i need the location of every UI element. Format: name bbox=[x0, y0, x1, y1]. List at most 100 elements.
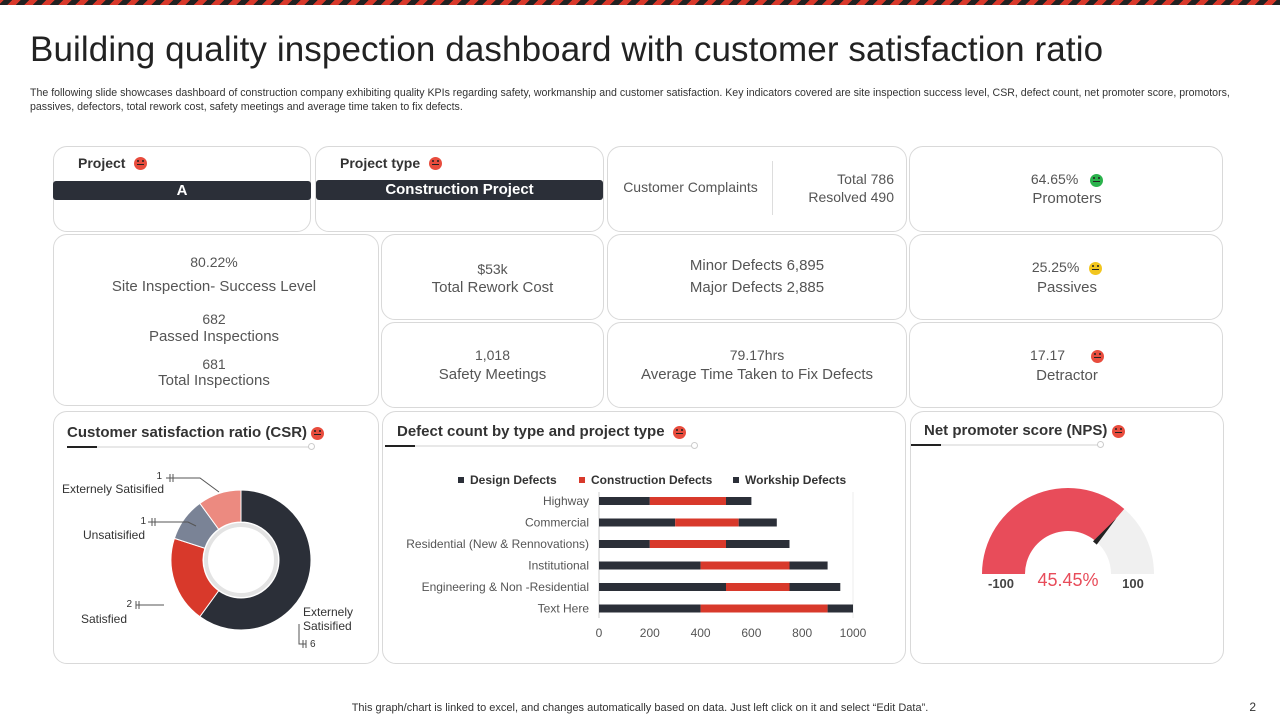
project-header: Project bbox=[78, 155, 147, 173]
bar-segment bbox=[726, 497, 752, 505]
passives-value-row: 25.25% bbox=[910, 259, 1224, 275]
top-stripe bbox=[0, 0, 1280, 5]
detractor-value-row: 17.17 bbox=[910, 347, 1224, 363]
safety-meetings-label: Safety Meetings bbox=[438, 366, 547, 383]
sad-face-icon bbox=[133, 157, 147, 171]
csr-value-ext-bottom: 6 bbox=[310, 639, 316, 650]
rework-cost-card: $53k Total Rework Cost bbox=[381, 234, 604, 320]
bar-segment bbox=[700, 604, 828, 613]
total-inspections-label: Total Inspections bbox=[158, 372, 270, 389]
bar-segment bbox=[726, 583, 790, 591]
fix-time-label: Average Time Taken to Fix Defects bbox=[640, 366, 874, 383]
complaints-resolved: Resolved 490 bbox=[808, 189, 894, 205]
bar-segment bbox=[599, 604, 701, 613]
csr-donut-chart: 1 1 2 6 Externely Satisified Unsatisifie… bbox=[62, 471, 353, 650]
category-label: Residential (New & Rennovations) bbox=[406, 537, 589, 551]
bar-segment bbox=[827, 604, 853, 613]
passives-value: 25.25% bbox=[1031, 259, 1080, 275]
nps-title-underline bbox=[911, 441, 1104, 448]
bar-segment bbox=[599, 497, 650, 505]
csr-label-ext-top: Externely Satisified bbox=[62, 482, 164, 496]
csr-card: Customer satisfaction ratio (CSR) 1 1 2 … bbox=[53, 411, 379, 664]
nps-title: Net promoter score (NPS) bbox=[924, 422, 1108, 439]
footer-note: This graph/chart is linked to excel, and… bbox=[351, 702, 929, 714]
complaints-label: Customer Complaints bbox=[623, 179, 758, 195]
legend-swatch-0 bbox=[458, 477, 464, 483]
fix-time-value: 79.17hrs bbox=[729, 347, 785, 363]
category-label: Text Here bbox=[538, 602, 590, 616]
nps-card: Net promoter score (NPS) -100 100 45.45% bbox=[910, 411, 1224, 664]
nps-gauge: -100 100 45.45% bbox=[982, 488, 1154, 591]
bar-segment bbox=[599, 583, 726, 591]
donut-slice bbox=[199, 489, 242, 530]
bar-segment bbox=[649, 497, 726, 505]
leader-line-unsat bbox=[148, 521, 197, 527]
passed-inspections-value: 682 bbox=[202, 311, 226, 327]
x-tick-label: 0 bbox=[596, 626, 603, 640]
complaints-card: Customer Complaints Total 786 Resolved 4… bbox=[607, 146, 907, 232]
defect-chart-card: Defect count by type and project type De… bbox=[382, 411, 906, 664]
nps-max-label: 100 bbox=[1122, 576, 1144, 591]
csr-title-row: Customer satisfaction ratio (CSR) bbox=[67, 424, 325, 441]
sad-face-icon bbox=[1090, 349, 1104, 363]
legend-swatch-1 bbox=[579, 477, 585, 483]
total-inspections-value: 681 bbox=[202, 356, 226, 372]
legend-label-0: Design Defects bbox=[470, 473, 557, 487]
csr-value-unsat: 1 bbox=[140, 516, 146, 527]
defect-chart-title-row: Defect count by type and project type bbox=[397, 423, 686, 440]
page-subtitle: The following slide showcases dashboard … bbox=[30, 87, 1230, 113]
detractor-label: Detractor bbox=[1036, 367, 1098, 384]
sad-face-icon bbox=[1111, 424, 1125, 438]
safety-meetings-value: 1,018 bbox=[474, 347, 511, 363]
passives-card: 25.25% Passives bbox=[909, 234, 1223, 320]
bar-segment bbox=[649, 540, 726, 548]
passed-inspections-label: Passed Inspections bbox=[148, 328, 280, 345]
nps-min-label: -100 bbox=[988, 576, 1014, 591]
promoters-label: Promoters bbox=[1032, 190, 1102, 207]
page-number: 2 bbox=[1249, 700, 1256, 714]
minor-defects: Minor Defects 6,895 bbox=[689, 257, 825, 274]
gauge-needle bbox=[1092, 518, 1117, 545]
bar-segment bbox=[675, 518, 739, 527]
x-tick-label: 200 bbox=[640, 626, 660, 640]
csr-value-sat: 2 bbox=[126, 599, 132, 610]
nps-title-row: Net promoter score (NPS) bbox=[924, 422, 1125, 439]
neutral-face-icon bbox=[1089, 261, 1103, 275]
category-label: Engineering & Non -Residential bbox=[422, 580, 589, 594]
rework-cost-label: Total Rework Cost bbox=[431, 279, 554, 296]
category-label: Commercial bbox=[525, 516, 589, 530]
major-defects: Major Defects 2,885 bbox=[689, 279, 825, 296]
category-label: Institutional bbox=[528, 559, 589, 573]
csr-title-underline bbox=[67, 443, 315, 450]
csr-leader-lines bbox=[135, 474, 307, 648]
project-type-value: Construction Project bbox=[316, 180, 603, 200]
bar-segment bbox=[599, 561, 701, 570]
defect-chart-title: Defect count by type and project type bbox=[397, 423, 665, 440]
project-label: Project bbox=[78, 155, 126, 171]
leader-line-ext-bottom bbox=[298, 624, 306, 645]
project-type-label: Project type bbox=[340, 155, 421, 171]
legend-swatch-2 bbox=[733, 477, 739, 483]
detractor-value: 17.17 bbox=[1030, 347, 1066, 363]
bar-segment bbox=[599, 540, 650, 548]
complaints-total: Total 786 bbox=[837, 171, 894, 187]
bar-segment bbox=[789, 583, 841, 591]
csr-label-unsat: Unsatisified bbox=[83, 528, 145, 542]
passives-label: Passives bbox=[1036, 279, 1098, 296]
complaints-divider bbox=[772, 161, 773, 215]
promoters-value: 64.65% bbox=[1030, 171, 1079, 187]
bar-segment bbox=[738, 518, 777, 527]
csr-label-ext-bottom-1: Externely bbox=[303, 605, 353, 619]
safety-meetings-card: 1,018 Safety Meetings bbox=[381, 322, 604, 408]
sad-face-icon bbox=[428, 157, 442, 171]
bar-segment bbox=[700, 561, 790, 570]
legend-label-2: Workship Defects bbox=[745, 473, 846, 487]
happy-face-icon bbox=[1090, 173, 1104, 187]
sad-face-icon bbox=[311, 426, 325, 440]
leader-line-ext-top bbox=[166, 477, 220, 493]
sad-face-icon bbox=[672, 425, 686, 439]
csr-title: Customer satisfaction ratio (CSR) bbox=[67, 424, 308, 441]
detractor-card: 17.17 Detractor bbox=[909, 322, 1223, 408]
x-tick-label: 400 bbox=[691, 626, 711, 640]
project-card: Project A bbox=[53, 146, 311, 232]
